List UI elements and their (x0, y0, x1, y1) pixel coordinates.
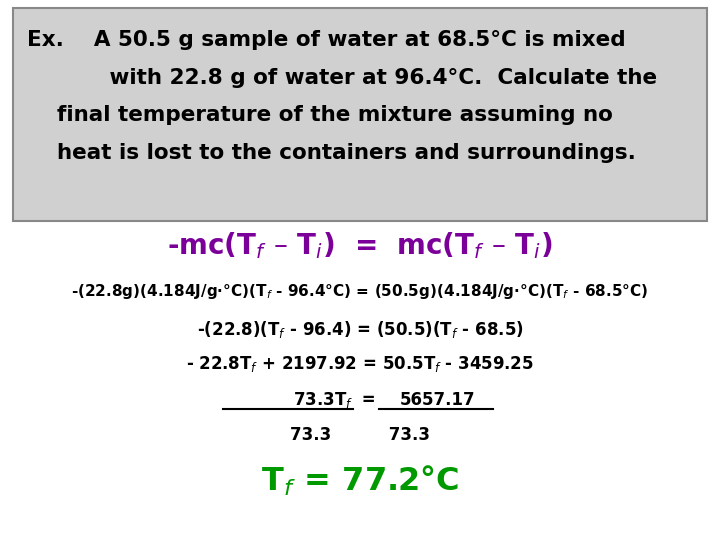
Text: Ex.    A 50.5 g sample of water at 68.5°C is mixed: Ex. A 50.5 g sample of water at 68.5°C i… (27, 30, 626, 50)
Text: 73.3T$_f$: 73.3T$_f$ (293, 389, 353, 410)
Text: T$_f$ = 77.2°C: T$_f$ = 77.2°C (261, 463, 459, 498)
Text: 5657.17: 5657.17 (400, 390, 475, 409)
Text: =: = (356, 390, 382, 409)
Text: 73.3          73.3: 73.3 73.3 (290, 426, 430, 444)
Text: heat is lost to the containers and surroundings.: heat is lost to the containers and surro… (27, 143, 636, 163)
Text: -mc(T$_f$ – T$_i$)  =  mc(T$_f$ – T$_i$): -mc(T$_f$ – T$_i$) = mc(T$_f$ – T$_i$) (167, 230, 553, 261)
Text: -(22.8)(T$_f$ - 96.4) = (50.5)(T$_f$ - 68.5): -(22.8)(T$_f$ - 96.4) = (50.5)(T$_f$ - 6… (197, 319, 523, 340)
Text: final temperature of the mixture assuming no: final temperature of the mixture assumin… (27, 105, 613, 125)
Text: - 22.8T$_f$ + 2197.92 = 50.5T$_f$ - 3459.25: - 22.8T$_f$ + 2197.92 = 50.5T$_f$ - 3459… (186, 354, 534, 375)
FancyBboxPatch shape (13, 8, 707, 221)
Text: with 22.8 g of water at 96.4°C.  Calculate the: with 22.8 g of water at 96.4°C. Calculat… (27, 68, 657, 87)
Text: -(22.8g)(4.184J/g·°C)(T$_f$ - 96.4°C) = (50.5g)(4.184J/g·°C)(T$_f$ - 68.5°C): -(22.8g)(4.184J/g·°C)(T$_f$ - 96.4°C) = … (71, 282, 649, 301)
